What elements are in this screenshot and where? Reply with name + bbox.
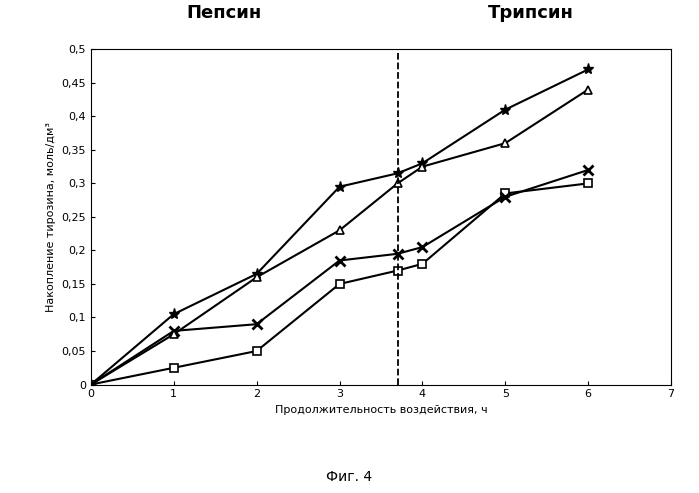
Белый амур [584,167,592,173]
Белый амур [87,382,95,387]
Белый амур [336,257,344,263]
Карп [252,348,261,354]
Line: Карась: Карась [87,85,592,388]
Карп [501,190,510,196]
Белый амур [252,321,261,327]
Толстолобик [252,271,261,277]
Карп [394,268,402,274]
Толстолобик [336,184,344,190]
Белый амур [394,251,402,257]
Text: Трипсин: Трипсин [489,4,574,22]
Карась [252,274,261,280]
Text: Фиг. 4: Фиг. 4 [326,470,373,484]
Белый амур [418,244,426,250]
Карп [87,382,95,387]
Толстолобик [501,106,510,112]
Карп [336,281,344,287]
Карась [170,331,178,337]
Белый амур [170,328,178,334]
Карась [501,140,510,146]
Толстолобик [418,160,426,166]
Line: Толстолобик: Толстолобик [85,64,593,390]
Толстолобик [170,311,178,317]
Y-axis label: Накопление тирозина, моль/дм³: Накопление тирозина, моль/дм³ [46,122,56,312]
Толстолобик [87,382,95,387]
Карп [418,261,426,267]
Толстолобик [584,67,592,72]
Карась [87,382,95,387]
Line: Карп: Карп [87,179,592,388]
Карась [394,180,402,186]
Карп [170,365,178,371]
Карась [584,87,592,93]
Белый амур [501,194,510,200]
Толстолобик [394,171,402,176]
Карась [336,227,344,233]
Карп [584,180,592,186]
Line: Белый амур: Белый амур [86,165,593,389]
Text: Пепсин: Пепсин [186,4,261,22]
X-axis label: Продолжительность воздействия, ч: Продолжительность воздействия, ч [275,405,487,415]
Карась [418,164,426,170]
